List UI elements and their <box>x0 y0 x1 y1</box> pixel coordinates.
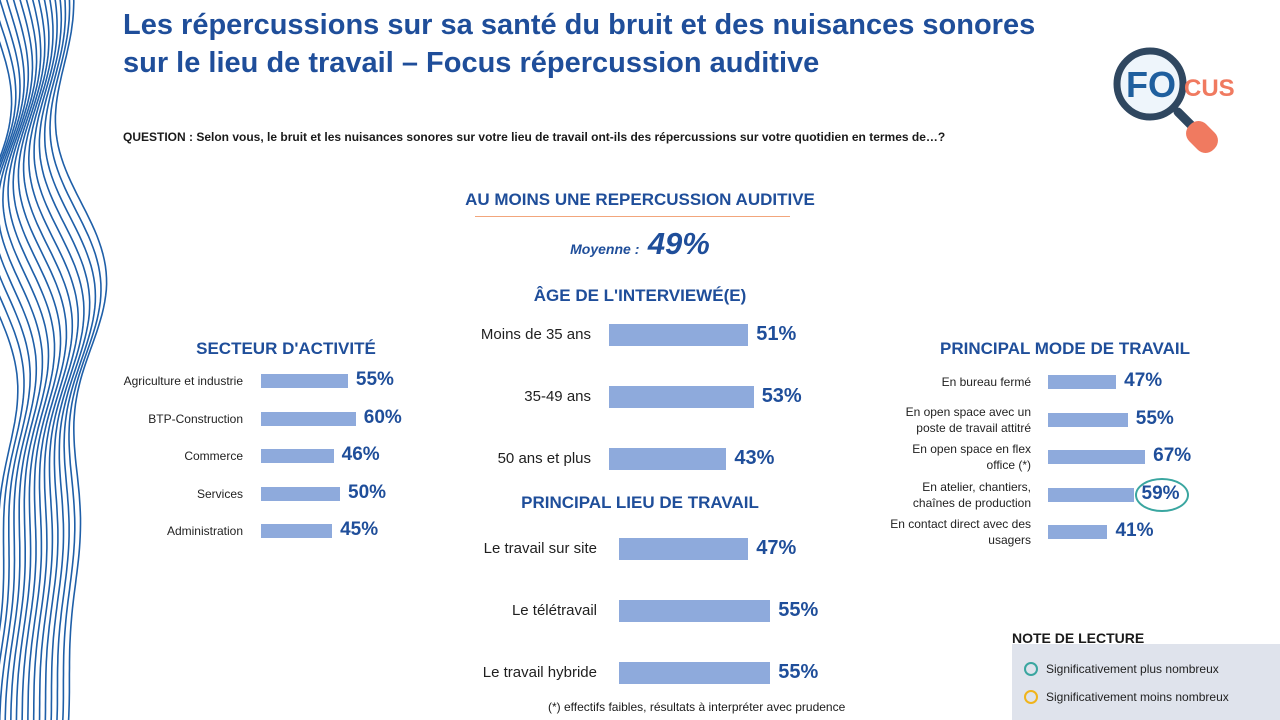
wave-line <box>38 0 91 720</box>
focus-magnifier-icon: FO CUS <box>1113 47 1235 153</box>
wave-line <box>2 0 50 720</box>
value-label: 43% <box>734 446 775 469</box>
value-label: 67% <box>1153 445 1192 467</box>
bar <box>261 524 333 538</box>
category-label: Le travail sur site <box>483 540 597 557</box>
bar <box>619 538 749 560</box>
value-label: 53% <box>761 384 802 407</box>
note-legend: Significativement plus nombreux Signific… <box>1012 644 1280 720</box>
bar <box>261 449 334 463</box>
wave-line <box>7 0 56 720</box>
wave-line <box>12 0 62 720</box>
value-label: 41% <box>1115 520 1154 542</box>
wave-line <box>49 0 102 720</box>
category-label: Commerce <box>184 449 243 463</box>
chart-title: ÂGE DE L'INTERVIEWÉ(E) <box>533 286 747 305</box>
value-label: 60% <box>363 406 402 428</box>
bar <box>261 411 356 426</box>
main-heading: AU MOINS UNE REPERCUSSION AUDITIVE <box>465 190 815 209</box>
bar <box>619 662 771 684</box>
yellow-circle-icon <box>1024 690 1038 704</box>
category-label: En open space en flex office (*) <box>912 442 1031 472</box>
bar <box>609 448 727 470</box>
wave-line <box>0 0 38 720</box>
note-title: NOTE DE LECTURE <box>1012 630 1145 646</box>
bar <box>1048 525 1108 539</box>
value-label: 55% <box>1135 407 1174 429</box>
category-label: Moins de 35 ans <box>480 326 591 343</box>
teal-circle-icon <box>1024 662 1038 676</box>
bar <box>261 374 348 388</box>
value-label: 55% <box>355 369 394 391</box>
bar <box>1048 487 1134 502</box>
category-label: Le télétravail <box>511 602 597 619</box>
wave-line <box>0 41 19 510</box>
wave-line <box>27 0 80 720</box>
bar <box>1048 375 1117 389</box>
category-label: BTP-Construction <box>148 411 243 426</box>
category-label: Agriculture et industrie <box>123 374 243 388</box>
bar <box>609 324 749 346</box>
category-label: Services <box>196 486 243 501</box>
footnote: (*) effectifs faibles, résultats à inter… <box>548 700 846 714</box>
main-heading-underline <box>475 216 790 217</box>
category-label: En bureau fermé <box>941 375 1031 389</box>
legend-moins: Significativement moins nombreux <box>1024 690 1229 704</box>
decorative-waves <box>0 0 108 720</box>
legend-moins-label: Significativement moins nombreux <box>1046 690 1229 704</box>
wave-line <box>17 0 68 720</box>
value-label: 46% <box>341 444 380 466</box>
question-text: QUESTION : Selon vous, le bruit et les n… <box>123 130 946 144</box>
legend-plus-label: Significativement plus nombreux <box>1046 662 1219 676</box>
average-block: Moyenne : 49% <box>440 226 840 262</box>
value-label: 47% <box>756 536 797 559</box>
bar <box>1048 412 1128 427</box>
category-label: Le travail hybride <box>482 664 597 681</box>
logo-fo-text: FO <box>1126 64 1176 105</box>
page-title: Les répercussions sur sa santé du bruit … <box>123 9 1036 79</box>
wave-line <box>43 0 97 720</box>
wave-line <box>22 0 74 720</box>
chart-title: SECTEUR D'ACTIVITÉ <box>196 339 376 358</box>
wave-line <box>0 0 32 666</box>
value-label: 55% <box>778 660 819 683</box>
average-value: 49% <box>647 226 710 261</box>
wave-line <box>0 19 25 633</box>
logo-cus-text: CUS <box>1184 75 1235 102</box>
bar <box>609 386 754 408</box>
wave-line <box>33 0 85 720</box>
category-label: 50 ans et plus <box>497 450 591 467</box>
category-label: En contact direct avec des usagers <box>890 517 1031 547</box>
category-label: En atelier, chantiers, chaînes de produc… <box>912 479 1031 510</box>
wave-line <box>0 0 44 720</box>
value-label: 47% <box>1124 370 1163 392</box>
wave-line <box>54 0 108 720</box>
bar <box>261 486 340 501</box>
bar <box>1048 450 1146 464</box>
significance-circle <box>1134 477 1189 512</box>
chart-title: PRINCIPAL MODE DE TRAVAIL <box>940 339 1190 358</box>
category-label: En open space avec un poste de travail a… <box>905 404 1031 435</box>
chart-title: PRINCIPAL LIEU DE TRAVAIL <box>521 493 759 512</box>
category-label: 35-49 ans <box>524 388 591 405</box>
value-label: 50% <box>348 481 387 503</box>
value-label: 51% <box>756 322 797 345</box>
category-label: Administration <box>166 524 243 538</box>
average-label: Moyenne : <box>570 241 640 257</box>
bar <box>619 600 771 622</box>
legend-plus: Significativement plus nombreux <box>1024 662 1219 676</box>
value-label: 45% <box>340 519 379 541</box>
value-label: 55% <box>778 598 819 621</box>
